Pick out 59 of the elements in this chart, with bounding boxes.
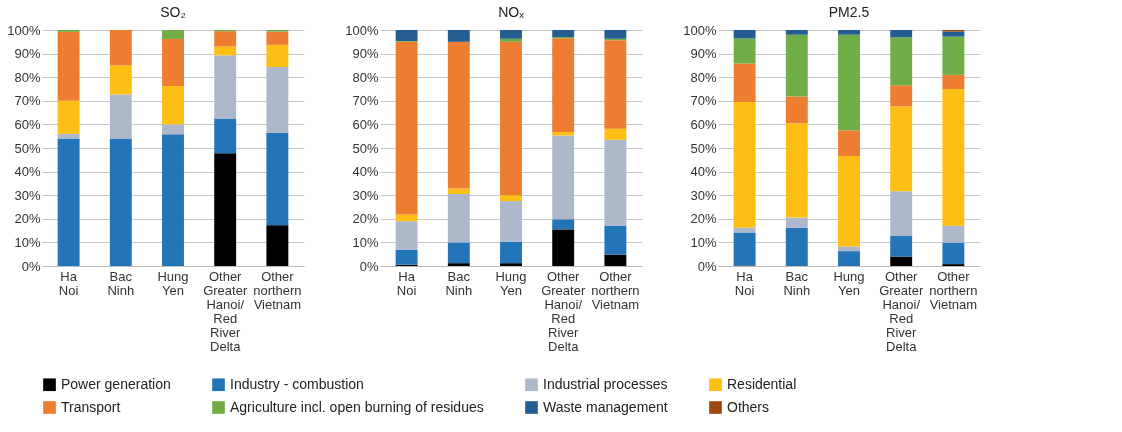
x-tick-label: Other northern Vietnam xyxy=(253,268,302,312)
y-tick-label: 70% xyxy=(690,93,717,109)
y-tick-label: 30% xyxy=(690,187,717,203)
y-tick-label: 0% xyxy=(21,258,41,274)
x-tick-label: Ha Noi xyxy=(734,268,755,298)
y-tick-label: 30% xyxy=(352,187,379,203)
y-tick-label: 90% xyxy=(352,46,379,62)
x-tick-label: Ha Noi xyxy=(396,268,417,298)
y-tick-label: 90% xyxy=(690,46,717,62)
y-tick-label: 60% xyxy=(690,116,717,132)
y-tick-label: 100% xyxy=(683,22,717,38)
y-tick-label: 50% xyxy=(14,140,41,156)
legend-label: Industrial processes xyxy=(543,375,668,392)
y-tick-label: 40% xyxy=(352,164,379,180)
x-tick-label: Other Greater Hanoi/ Red River Delta xyxy=(541,268,586,354)
x-tick-label: Other northern Vietnam xyxy=(591,268,640,312)
x-tick-label: Bac Ninh xyxy=(445,268,473,298)
y-tick-label: 20% xyxy=(690,211,717,227)
y-tick-label: 40% xyxy=(690,164,717,180)
y-tick-label: 90% xyxy=(14,46,41,62)
y-tick-label: 0% xyxy=(697,258,717,274)
y-tick-label: 10% xyxy=(690,234,717,250)
y-tick-label: 50% xyxy=(690,140,717,156)
legend-label: Waste management xyxy=(543,398,668,415)
x-tick-label: Hung Yen xyxy=(495,268,527,298)
y-tick-label: 60% xyxy=(14,116,41,132)
x-tick-label: Other northern Vietnam xyxy=(929,268,978,312)
x-tick-label: Bac Ninh xyxy=(107,268,135,298)
x-tick-label: Other Greater Hanoi/ Red River Delta xyxy=(203,268,248,354)
x-tick-label: Hung Yen xyxy=(833,268,865,298)
x-tick-label: Other Greater Hanoi/ Red River Delta xyxy=(879,268,924,354)
y-tick-label: 80% xyxy=(14,69,41,85)
y-tick-label: 30% xyxy=(14,187,41,203)
legend-label: Agriculture incl. open burning of residues xyxy=(230,398,484,415)
legend-label: Others xyxy=(727,398,770,415)
x-tick-label: Bac Ninh xyxy=(783,268,811,298)
y-tick-label: 20% xyxy=(14,211,41,227)
legend-label: Residential xyxy=(727,375,797,392)
y-tick-label: 70% xyxy=(14,93,41,109)
x-tick-label: Hung Yen xyxy=(157,268,189,298)
y-tick-label: 0% xyxy=(359,258,379,274)
y-tick-label: 80% xyxy=(352,69,379,85)
y-tick-label: 10% xyxy=(352,234,379,250)
chart-title: PM2.5 xyxy=(828,4,870,20)
y-tick-label: 20% xyxy=(352,211,379,227)
x-tick-label: Ha Noi xyxy=(58,268,79,298)
y-tick-label: 80% xyxy=(690,69,717,85)
y-tick-label: 100% xyxy=(345,22,379,38)
chart-title: SO₂ xyxy=(160,4,186,20)
y-tick-label: 50% xyxy=(352,140,379,156)
legend-label: Power generation xyxy=(61,375,171,392)
legend-label: Industry - combustion xyxy=(230,375,364,392)
y-tick-label: 100% xyxy=(7,22,41,38)
chart-title: NOₓ xyxy=(498,4,525,20)
y-tick-label: 40% xyxy=(14,164,41,180)
y-tick-label: 70% xyxy=(352,93,379,109)
y-tick-label: 60% xyxy=(352,116,379,132)
y-tick-label: 10% xyxy=(14,234,41,250)
legend-label: Transport xyxy=(61,398,121,415)
